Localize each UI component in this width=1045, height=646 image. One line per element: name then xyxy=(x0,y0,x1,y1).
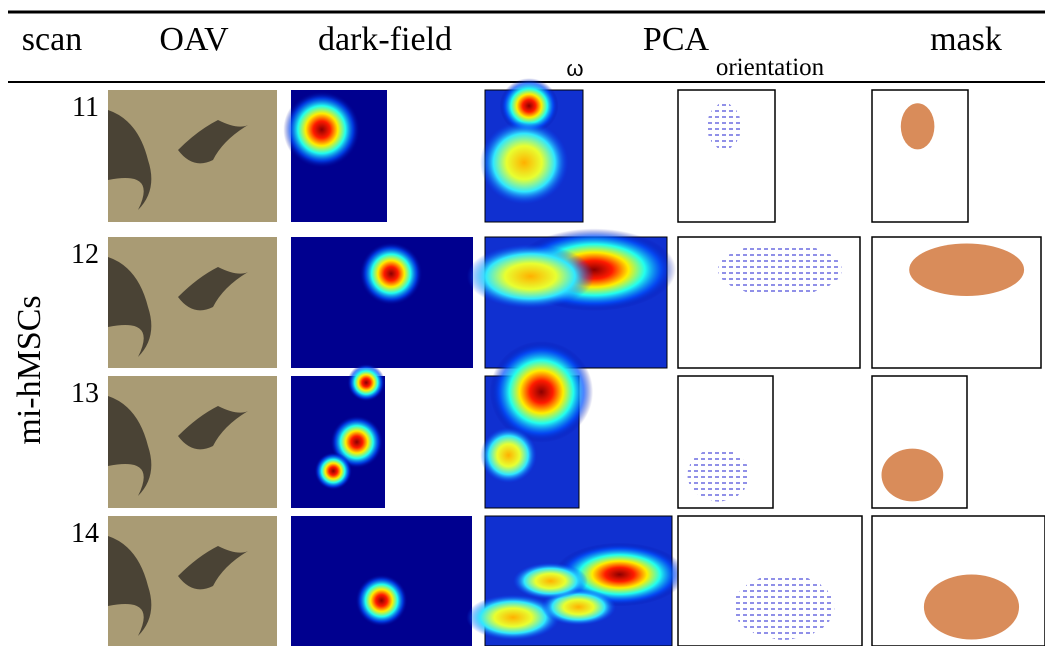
dark-field-spot xyxy=(315,452,353,490)
orientation-field xyxy=(688,449,750,502)
header-oav: OAV xyxy=(159,21,229,58)
pca-spot xyxy=(490,341,593,443)
header-pca: PCA xyxy=(643,21,710,58)
scan-number: 13 xyxy=(71,378,99,409)
mask-region xyxy=(901,103,935,149)
header-omega: ω xyxy=(566,56,583,81)
pca-spot xyxy=(467,244,594,308)
pca-spot xyxy=(480,121,568,204)
mask-region xyxy=(909,244,1024,296)
dark-field-spot xyxy=(360,242,423,305)
orientation-field xyxy=(718,244,842,296)
figure: scan OAV dark-field PCA ω orientation ma… xyxy=(0,0,1045,646)
header-mask: mask xyxy=(930,21,1002,58)
orientation-field xyxy=(707,103,741,149)
dark-field-spot xyxy=(347,364,385,402)
scan-number: 11 xyxy=(72,92,99,123)
mask-region xyxy=(882,449,944,502)
header-dark-field: dark-field xyxy=(318,21,452,58)
orientation-field xyxy=(733,575,834,640)
dark-field-spot xyxy=(283,91,360,168)
header-scan: scan xyxy=(22,21,82,58)
dark-field-spot xyxy=(356,575,408,627)
pca-spot xyxy=(513,563,588,599)
mask-region xyxy=(924,575,1019,640)
side-label: mi-hMSCs xyxy=(11,295,48,444)
pca-spot xyxy=(480,427,536,482)
header-orientation: orientation xyxy=(716,54,825,81)
scan-number: 14 xyxy=(71,518,99,549)
scan-number: 12 xyxy=(71,239,99,270)
